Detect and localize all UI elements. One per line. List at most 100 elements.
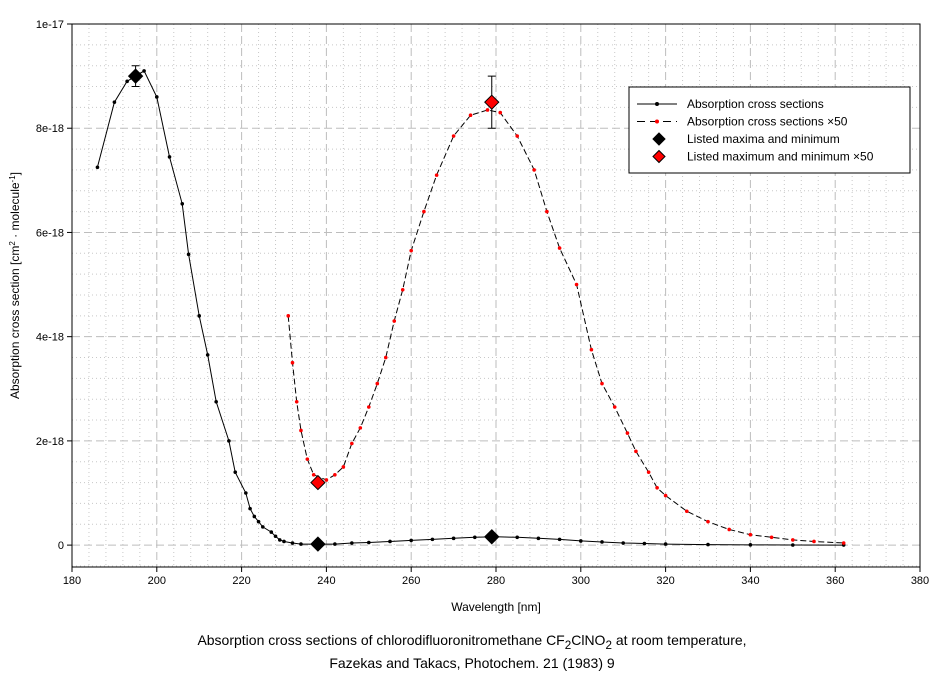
series-line: [96, 70, 844, 546]
marker-diamond: [484, 94, 500, 110]
data-point: [248, 506, 252, 511]
data-point: [286, 314, 291, 318]
y-tick-label: 1e-17: [36, 19, 64, 31]
data-point: [350, 441, 354, 446]
data-point: [515, 535, 519, 540]
data-point: [214, 400, 218, 404]
x-tick-label: 380: [911, 575, 929, 587]
data-point: [167, 155, 172, 159]
data-point: [557, 537, 562, 542]
data-point: [498, 110, 503, 115]
data-point: [642, 541, 647, 546]
data-point: [244, 491, 248, 495]
data-point: [646, 470, 651, 474]
x-tick-label: 340: [741, 575, 759, 587]
x-tick-label: 200: [148, 575, 166, 587]
y-axis-label: Absorption cross section [cm2 · molecule…: [8, 172, 23, 399]
data-point: [180, 201, 185, 206]
data-point: [367, 540, 371, 545]
data-point: [324, 478, 329, 482]
data-point: [589, 347, 594, 352]
data-point: [557, 246, 562, 250]
data-point: [400, 287, 405, 292]
x-tick-label: 320: [656, 575, 674, 587]
x-tick-label: 180: [63, 575, 81, 587]
data-point: [621, 541, 625, 545]
data-point: [536, 536, 541, 541]
data-point: [769, 535, 774, 540]
data-point: [383, 355, 388, 360]
data-point: [273, 534, 278, 539]
y-tick-label: 4e-18: [36, 332, 64, 344]
data-point: [227, 439, 231, 443]
data-point: [663, 493, 668, 498]
x-tick-label: 220: [232, 575, 250, 587]
legend-label: Listed maxima and minimum: [687, 132, 840, 146]
y-tick-label: 6e-18: [36, 227, 64, 239]
data-point: [451, 134, 456, 138]
data-point: [186, 252, 191, 257]
data-point: [197, 314, 201, 318]
legend-label: Absorption cross sections ×50: [687, 115, 848, 129]
data-point: [261, 525, 265, 529]
data-point: [409, 248, 414, 253]
legend-label: Absorption cross sections: [687, 97, 824, 111]
data-point: [233, 470, 238, 474]
data-point: [451, 536, 456, 541]
caption-line-2: Fazekas and Takacs, Photochem. 21 (1983)…: [329, 655, 615, 671]
data-point: [299, 542, 303, 546]
data-point: [305, 457, 310, 461]
data-point: [473, 535, 477, 540]
data-point: [112, 100, 117, 104]
data-point: [663, 542, 668, 546]
data-point: [269, 530, 274, 534]
marker-diamond: [127, 68, 144, 84]
data-point: [574, 282, 579, 287]
y-tick-label: 2e-18: [36, 436, 64, 448]
y-tick-label: 8e-18: [36, 123, 64, 135]
marker-diamond: [484, 529, 500, 545]
data-point: [612, 405, 617, 409]
data-point: [256, 519, 261, 524]
data-point: [748, 532, 753, 537]
x-tick-label: 280: [487, 575, 505, 587]
data-point: [333, 542, 337, 546]
caption-line-1: Absorption cross sections of chlorodiflu…: [0, 632, 944, 652]
legend-marker: [655, 119, 659, 124]
data-point: [388, 539, 392, 544]
data-point: [625, 431, 630, 435]
legend-marker: [655, 102, 659, 106]
caption-text: ClNO: [571, 632, 606, 648]
data-point: [430, 537, 435, 542]
data-point: [299, 428, 303, 433]
data-point: [277, 538, 282, 542]
caption-sub: 2: [605, 638, 612, 652]
data-point: [685, 509, 689, 514]
data-point: [294, 400, 299, 404]
data-point: [95, 165, 100, 170]
data-point: [434, 173, 439, 177]
x-tick-label: 360: [826, 575, 844, 587]
x-tick-label: 300: [572, 575, 590, 587]
data-point: [358, 426, 363, 430]
data-point: [706, 519, 710, 524]
data-point: [812, 539, 816, 544]
data-point: [727, 527, 731, 532]
legend-marker: [652, 149, 666, 164]
legend-marker: [652, 132, 666, 146]
data-point: [282, 539, 286, 544]
data-point: [485, 108, 490, 112]
data-point: [333, 472, 337, 477]
series-line: [287, 109, 844, 544]
legend-label: Listed maximum and minimum ×50: [687, 150, 874, 164]
data-point: [155, 95, 159, 99]
data-point: [409, 538, 414, 543]
x-tick-label: 260: [402, 575, 420, 587]
data-point: [375, 381, 380, 386]
data-point: [290, 360, 295, 365]
data-point: [600, 381, 604, 386]
data-point: [290, 541, 295, 545]
data-point: [579, 539, 583, 543]
data-point: [600, 540, 604, 544]
